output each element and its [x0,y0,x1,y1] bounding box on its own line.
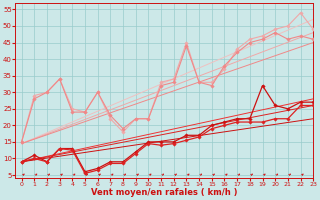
X-axis label: Vent moyen/en rafales ( km/h ): Vent moyen/en rafales ( km/h ) [91,188,237,197]
